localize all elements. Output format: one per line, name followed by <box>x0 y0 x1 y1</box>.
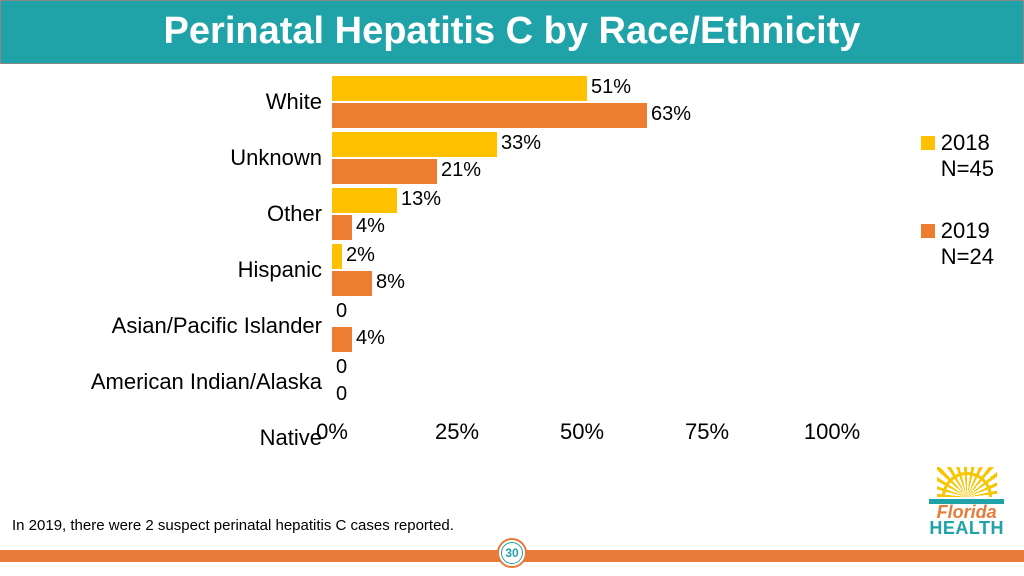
bar <box>332 159 437 184</box>
bar <box>332 132 497 157</box>
x-tick-label: 50% <box>560 419 604 445</box>
x-tick-label: 100% <box>804 419 860 445</box>
bar <box>332 215 352 240</box>
legend-swatch <box>921 224 935 238</box>
bar <box>332 244 342 269</box>
category-label: Asian/Pacific Islander <box>32 298 332 354</box>
bar <box>332 103 647 128</box>
x-tick-label: 25% <box>435 419 479 445</box>
x-tick-label: 0% <box>316 419 348 445</box>
bar <box>332 271 372 296</box>
bar <box>332 188 397 213</box>
legend-label: 2019N=24 <box>941 218 994 271</box>
category-label: Other <box>32 186 332 242</box>
bar-value-label: 2% <box>346 244 375 267</box>
bar <box>332 327 352 352</box>
category-label: White <box>32 74 332 130</box>
bar-value-label: 0 <box>336 383 347 406</box>
footnote: In 2019, there were 2 suspect perinatal … <box>12 517 454 534</box>
bar-value-label: 8% <box>376 271 405 294</box>
category-label: Unknown <box>32 130 332 186</box>
x-tick-label: 75% <box>685 419 729 445</box>
category-label: Hispanic <box>32 242 332 298</box>
bar-value-label: 4% <box>356 327 385 350</box>
bar-chart: WhiteUnknownOtherHispanicAsian/Pacific I… <box>32 74 992 474</box>
legend-item: 2018N=45 <box>921 130 994 183</box>
bar-value-label: 0 <box>336 300 347 323</box>
bar-value-label: 13% <box>401 188 441 211</box>
bar-value-label: 51% <box>591 76 631 99</box>
page-title: Perinatal Hepatitis C by Race/Ethnicity <box>0 0 1024 64</box>
bar-value-label: 33% <box>501 132 541 155</box>
legend-label: 2018N=45 <box>941 130 994 183</box>
page-number-badge: 30 <box>497 538 527 568</box>
category-label: American Indian/Alaska Native <box>32 354 332 410</box>
legend: 2018N=45 2019N=24 <box>921 130 994 306</box>
bar-value-label: 63% <box>651 103 691 126</box>
bar <box>332 76 587 101</box>
bar-value-label: 21% <box>441 159 481 182</box>
bar-value-label: 4% <box>356 215 385 238</box>
florida-health-logo: Florida HEALTH <box>929 467 1004 536</box>
bar-value-label: 0 <box>336 356 347 379</box>
legend-item: 2019N=24 <box>921 218 994 271</box>
legend-swatch <box>921 136 935 150</box>
